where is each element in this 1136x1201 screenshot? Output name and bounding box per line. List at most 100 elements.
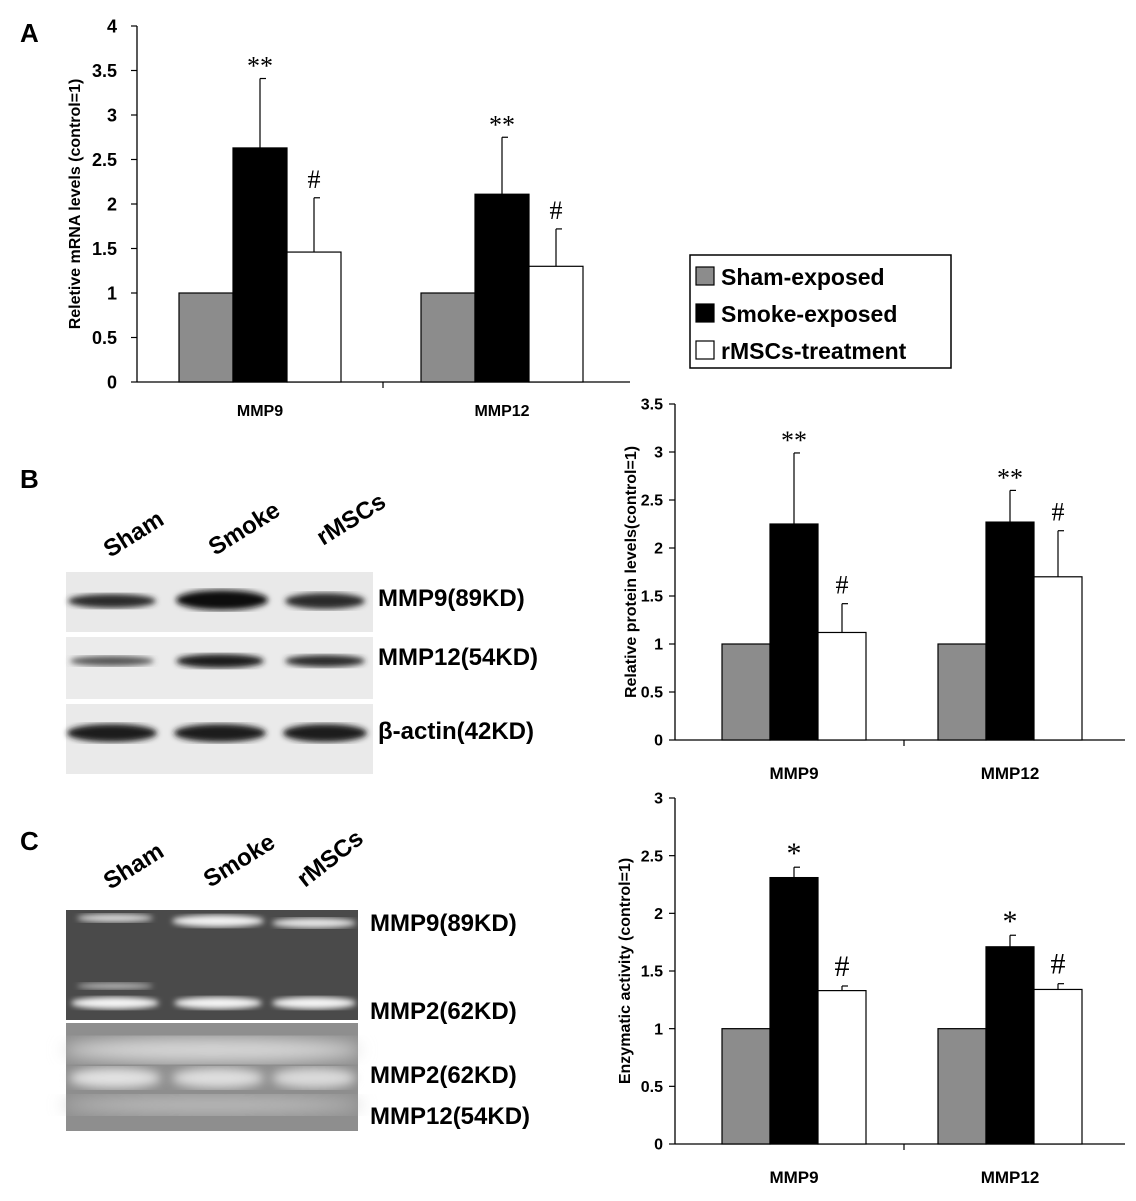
chart-a-y-tick-label: 0	[107, 372, 117, 392]
chart-a-category-label: MMP12	[474, 403, 529, 420]
chart-c-category-label: MMP12	[981, 1168, 1040, 1187]
chart-c-category-label: MMP9	[769, 1168, 818, 1187]
chart-b-significance-rmscs-mmp12: #	[1052, 498, 1065, 527]
chart-b-protein: 0 0.5 1 1.5 2 2.5 3 3.5 Relative protein levels(…	[623, 397, 1125, 783]
blot-b-band-actin-rmscs	[283, 724, 367, 742]
chart-c-y-tick-label: 1	[654, 1021, 663, 1038]
western-blot-b: Sham Smoke rMSCs MMP9(89KD) MMP12(54KD) …	[66, 488, 538, 774]
blot-b-band-mmp9-rmscs	[285, 593, 365, 609]
zymo-c-band-mmp9-smoke	[172, 915, 264, 927]
chart-a-y-tick-label: 3	[107, 105, 117, 125]
chart-a-mrna: 0 0.5 1 1.5 2 2.5 3 3.5 4 Reletive mRNA levels (c…	[67, 16, 630, 420]
chart-b-y-tick-label: 0.5	[641, 685, 663, 702]
blot-b-band-mmp9-smoke	[176, 590, 268, 610]
chart-b-y-tick-label: 1.5	[641, 589, 663, 606]
chart-b-significance-smoke-mmp12: **	[997, 463, 1023, 492]
zymo-c-smear-upper	[62, 1038, 362, 1062]
zymo-c-band-lower-sham	[69, 1068, 161, 1088]
chart-c-bar-sham-mmp12	[937, 1028, 987, 1145]
zymo-c-label-mmp2-lower: MMP2(62KD)	[370, 1062, 517, 1089]
chart-b-bar-smoke-mmp9	[769, 523, 819, 741]
chart-c-y-tick-label: 2	[654, 906, 663, 923]
chart-b-significance-smoke-mmp9: **	[781, 426, 807, 455]
blot-b-lane-rmscs: rMSCs	[312, 488, 391, 551]
chart-b-bar-sham-mmp9	[721, 643, 771, 741]
blot-b-band-mmp12-rmscs	[285, 655, 365, 667]
chart-c-bar-rmscs-mmp9	[817, 990, 867, 1145]
chart-a-y-tick-label: 1	[107, 283, 117, 303]
chart-c-bar-sham-mmp9	[721, 1028, 771, 1145]
chart-a-bar-rmscs-mmp12	[528, 265, 584, 383]
blot-c-lane-sham: Sham	[99, 838, 169, 896]
blot-c-lane-rmscs: rMSCs	[292, 825, 369, 893]
chart-b-y-tick-label: 1	[654, 637, 663, 654]
zymo-c-band-mmp9-rmscs	[272, 918, 356, 928]
panel-letter-a: A	[20, 18, 39, 48]
legend-label-sham: Sham-exposed	[721, 264, 885, 290]
legend-label-rmscs: rMSCs-treatment	[721, 338, 907, 364]
panel-letter-b: B	[20, 464, 39, 494]
chart-a-y-tick-label: 2	[107, 194, 117, 214]
chart-b-bar-rmscs-mmp9	[817, 631, 867, 741]
chart-c-y-tick-label: 3	[654, 791, 663, 808]
chart-a-y-axis-label: Reletive mRNA levels (control=1)	[67, 79, 84, 330]
chart-a-bar-smoke-mmp12	[474, 193, 530, 383]
blot-b-label-mmp9: MMP9(89KD)	[378, 585, 525, 612]
chart-a-bar-smoke-mmp9	[232, 147, 288, 383]
chart-c-y-tick-label: 0.5	[641, 1079, 663, 1096]
chart-c-significance-smoke-mmp12: *	[1003, 905, 1018, 938]
blot-b-label-actin: β-actin(42KD)	[378, 718, 534, 745]
chart-b-category-label: MMP9	[769, 764, 818, 783]
chart-b-category-label: MMP12	[981, 764, 1040, 783]
zymogram-c: Sham Smoke rMSCs MMP9(89KD) MMP2(62KD) M…	[62, 825, 530, 1131]
chart-a-significance-smoke-mmp9: **	[247, 52, 273, 81]
chart-c-y-axis-label: Enzymatic activity (control=1)	[617, 858, 634, 1084]
chart-b-bar-sham-mmp12	[937, 643, 987, 741]
chart-b-y-tick-label: 2.5	[641, 493, 663, 510]
legend: Sham-exposed Smoke-exposed rMSCs-treatme…	[689, 254, 952, 369]
chart-b-y-tick-label: 3.5	[641, 397, 663, 414]
blot-b-band-mmp9-sham	[68, 594, 156, 608]
zymo-c-label-mmp2-upper: MMP2(62KD)	[370, 998, 517, 1025]
blot-b-label-mmp12: MMP12(54KD)	[378, 644, 538, 671]
chart-b-bar-smoke-mmp12	[985, 521, 1035, 741]
chart-b-y-axis-label: Relative protein levels(control=1)	[623, 446, 640, 698]
legend-label-smoke: Smoke-exposed	[721, 301, 897, 327]
chart-b-bar-rmscs-mmp12	[1033, 576, 1083, 741]
blot-b-band-mmp12-sham	[70, 656, 154, 666]
blot-b-band-actin-sham	[67, 724, 157, 742]
zymo-c-band-lower-smoke	[172, 1068, 264, 1088]
chart-c-significance-rmscs-mmp9: #	[835, 950, 850, 983]
chart-a-y-tick-label: 1.5	[92, 239, 117, 259]
blot-b-lane-smoke: Smoke	[204, 496, 285, 561]
chart-a-significance-rmscs-mmp12: #	[550, 196, 563, 225]
chart-c-significance-rmscs-mmp12: #	[1051, 948, 1066, 981]
blot-b-lane-sham: Sham	[99, 506, 169, 564]
chart-a-bar-sham-mmp9	[178, 292, 234, 383]
chart-c-y-tick-label: 2.5	[641, 848, 663, 865]
zymo-c-band-mmp2-sham	[71, 997, 159, 1009]
zymo-c-smear-lower	[62, 1096, 362, 1114]
chart-c-bar-smoke-mmp12	[985, 946, 1035, 1145]
chart-b-significance-rmscs-mmp9: #	[836, 571, 849, 600]
chart-a-significance-smoke-mmp12: **	[489, 110, 515, 139]
blot-c-lane-smoke: Smoke	[199, 828, 280, 893]
zymo-c-label-mmp9: MMP9(89KD)	[370, 910, 517, 937]
chart-c-y-tick-label: 0	[654, 1137, 663, 1154]
chart-a-bar-sham-mmp12	[420, 292, 476, 383]
zymo-c-band-lower-rmscs	[272, 1068, 356, 1088]
chart-c-bar-smoke-mmp9	[769, 876, 819, 1145]
zymo-c-band-mmp2-sham-faint	[77, 983, 153, 989]
blot-b-strip-mmp12	[66, 637, 373, 699]
legend-swatch-sham	[695, 266, 715, 286]
panel-letter-c: C	[20, 826, 39, 856]
chart-b-y-tick-label: 2	[654, 541, 663, 558]
legend-frame	[689, 254, 952, 369]
blot-b-band-actin-smoke	[174, 724, 266, 742]
blot-b-band-mmp12-smoke	[176, 654, 264, 668]
zymo-c-band-mmp2-smoke	[174, 997, 262, 1009]
zymo-c-label-mmp12: MMP12(54KD)	[370, 1103, 530, 1130]
chart-c-y-tick-label: 1.5	[641, 964, 663, 981]
chart-a-y-tick-label: 3.5	[92, 61, 117, 81]
